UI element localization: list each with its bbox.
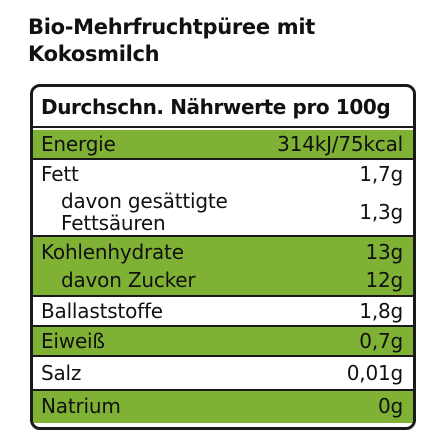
row-natrium: Natrium 0g (33, 391, 413, 423)
row-divider (33, 295, 413, 297)
row-fett: Fett 1,7g (33, 160, 413, 188)
row-gesaettigte-value: 1,3g (359, 200, 403, 224)
row-eiweiss-label: Eiweiß (41, 329, 105, 353)
row-natrium-value: 0g (377, 394, 403, 418)
row-divider (33, 158, 413, 160)
row-zucker-label: davon Zucker (61, 268, 196, 292)
row-divider (33, 235, 413, 237)
row-kohlenhydrate-block: Kohlenhydrate 13g davon Zucker 12g (33, 237, 413, 295)
row-gesaettigte-fettsaeuren: davon gesättigte Fettsäuren 1,3g (33, 188, 413, 235)
nutrition-table: Durchschn. Nährwerte pro 100g Energie 31… (30, 84, 416, 430)
row-kohlenhydrate-label: Kohlenhydrate (41, 240, 184, 264)
row-eiweiss: Eiweiß 0,7g (33, 327, 413, 355)
row-ballaststoffe-value: 1,8g (359, 299, 403, 323)
row-eiweiss-value: 0,7g (359, 329, 403, 353)
nutrition-table-header: Durchschn. Nährwerte pro 100g (33, 87, 413, 128)
row-ballaststoffe-label: Ballaststoffe (41, 299, 163, 323)
product-title-line2: Kokosmilch (28, 42, 160, 66)
row-energie-value: 314kJ/75kcal (277, 132, 403, 156)
product-title-line1: Bio-Mehrfruchtpüree mit (28, 15, 316, 39)
row-ballaststoffe: Ballaststoffe 1,8g (33, 297, 413, 325)
row-salz: Salz 0,01g (33, 357, 413, 389)
row-divider (33, 325, 413, 327)
row-gesaettigte-label-line2: Fettsäuren (61, 211, 166, 235)
row-salz-value: 0,01g (346, 361, 403, 385)
row-fett-label: Fett (41, 162, 79, 186)
row-energie: Energie 314kJ/75kcal (33, 130, 413, 158)
row-kohlenhydrate-value: 13g (365, 240, 403, 264)
row-salz-label: Salz (41, 361, 82, 385)
row-divider (33, 389, 413, 391)
product-title: Bio-Mehrfruchtpüree mit Kokosmilch (28, 14, 428, 68)
row-divider (33, 355, 413, 357)
row-gesaettigte-label-line1: davon gesättigte (61, 189, 228, 213)
row-gesaettigte-label: davon gesättigte Fettsäuren (61, 190, 228, 234)
row-fett-value: 1,7g (359, 162, 403, 186)
row-zucker-value: 12g (365, 268, 403, 292)
row-natrium-label: Natrium (41, 394, 121, 418)
row-energie-label: Energie (41, 132, 116, 156)
